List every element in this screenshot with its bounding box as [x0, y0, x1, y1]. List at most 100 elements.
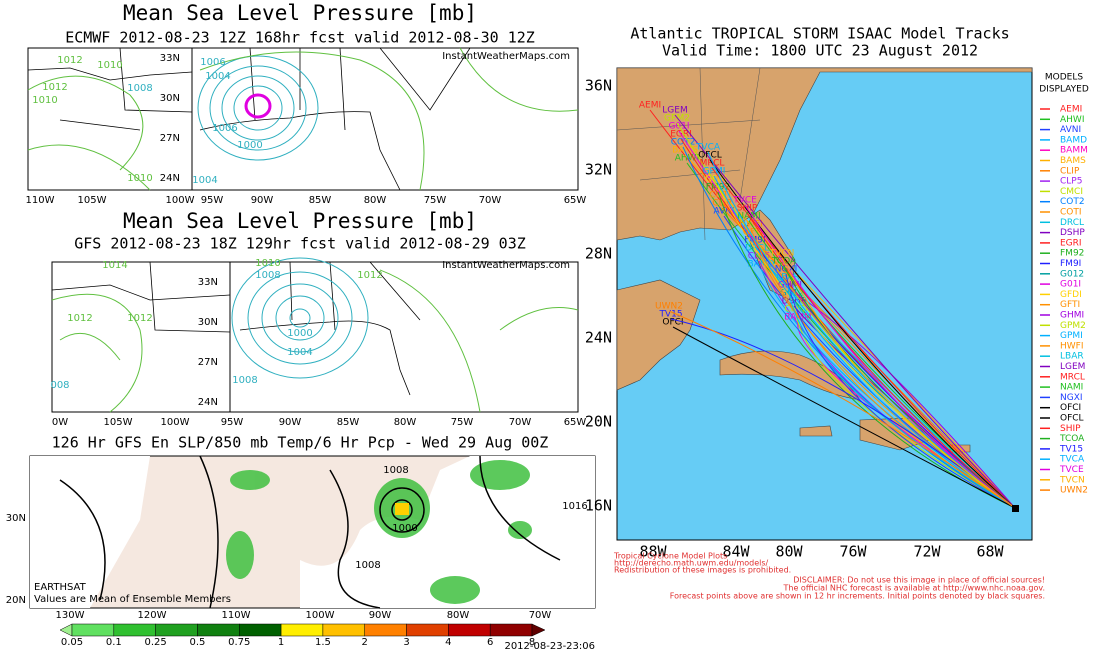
legend-entry: NAMI [1060, 383, 1083, 393]
legend-entry: BAMD [1060, 135, 1087, 145]
contour-label: 1004 [192, 175, 217, 186]
contour-label: 1008 [232, 375, 257, 386]
tracks: AEMIAHWIAVNIBAMDBAMMBAMSCLIPCLP5CMCICOT2… [639, 101, 1016, 509]
lon-label: 100W [166, 195, 195, 206]
contour-label: 1008 [127, 83, 152, 94]
model-track [746, 212, 1016, 509]
legend-entry: G012 [1060, 269, 1084, 279]
contour-label: 1012 [127, 313, 152, 324]
legend-entry: COTI [1060, 208, 1082, 218]
colorbar-label: 1 [278, 637, 284, 648]
colorbar-label: 0.75 [228, 637, 250, 648]
lon-label: 85W [309, 195, 332, 206]
legend-entry: MRCL [1060, 372, 1085, 382]
legend-entry: CMCI [1060, 187, 1083, 197]
legend-entry: FM92 [1060, 249, 1084, 259]
lon-label: 65W [564, 195, 587, 206]
watermark: InstantWeatherMaps.com [442, 51, 570, 62]
colorbar-box [155, 623, 198, 637]
lon-label: 90W [369, 610, 392, 621]
legend-entry: AEMI [1060, 105, 1082, 115]
contour-label: 1006 [212, 123, 237, 134]
track-label: TV15 [658, 310, 682, 320]
borders [51, 261, 421, 396]
contour-label: 1008 [355, 560, 380, 571]
lon-label: 95W [221, 417, 244, 428]
legend-entry: HWFI [1060, 341, 1084, 351]
lat-label: 27N [198, 357, 218, 368]
legend-entry: AHWI [1060, 115, 1084, 125]
legend-entry: G01I [1060, 280, 1081, 290]
model-track [781, 257, 1016, 509]
contour-label: 1000 [287, 328, 312, 339]
lon-label: 80W [394, 417, 417, 428]
contour-label: 1012 [67, 313, 92, 324]
colorbar-box [364, 623, 407, 637]
track-label: BAMM [784, 313, 812, 323]
legend-entry: SHIP [1060, 424, 1081, 434]
contour-label: 1008 [255, 270, 280, 281]
colorbar-label: 4 [445, 637, 451, 648]
label: Values are Mean of Ensemble Members [34, 594, 231, 605]
legend-entry: GPM2 [1060, 321, 1086, 331]
track-label: UWN2 [655, 302, 683, 312]
disclaimer: DISCLAIMER: Do not use this image in pla… [793, 576, 1045, 585]
disclaimer: Forecast points above are shown in 12 hr… [670, 592, 1045, 601]
lon-label: 120W [138, 610, 167, 621]
lon-label: 68W [976, 543, 1004, 561]
contour-label: 1004 [287, 347, 312, 358]
model-track [668, 310, 1016, 509]
model-track [670, 318, 1016, 509]
lon-label: 110W [26, 195, 55, 206]
state-lines [616, 67, 761, 241]
colorbar-label: 6 [487, 637, 493, 648]
lat-label: 20N [6, 595, 26, 606]
colorbar-label: 3 [403, 637, 409, 648]
lon-label: 84W [722, 543, 750, 561]
lon-label: 88W [639, 543, 667, 561]
lon-label: 80W [775, 543, 803, 561]
contour-label: 1008 [383, 465, 408, 476]
model-track [674, 114, 1016, 509]
model-track [744, 204, 1016, 509]
label: EARTHSAT [34, 582, 87, 593]
colorbar-end [531, 623, 546, 637]
colorbar-label: 0.5 [190, 637, 206, 648]
colorbar-box [489, 623, 533, 637]
lon-label: 80W [364, 195, 387, 206]
colorbar-end [59, 623, 73, 637]
timestamp: 2012-08-23-23:06 [504, 641, 595, 650]
model-track [684, 154, 1016, 509]
lat-label: 27N [160, 133, 180, 144]
legend-entry: COT2 [1060, 197, 1085, 207]
legend-entry: CLP5 [1060, 177, 1082, 187]
lon-label: 95W [201, 195, 224, 206]
track-title: Atlantic TROPICAL STORM ISAAC Model Trac… [630, 25, 1009, 43]
legend-entry: GFDI [1060, 290, 1082, 300]
legend-entry: OFCL [1060, 414, 1084, 424]
contour-label: 008 [50, 380, 69, 391]
lat-label: 24N [160, 173, 180, 184]
contour-label: 1010 [127, 173, 152, 184]
colorbar [59, 623, 546, 637]
lat-label: 30N [160, 93, 180, 104]
legend-entry: AVNI [1060, 125, 1081, 135]
lon-label: 105W [78, 195, 107, 206]
legend-entry: TVCA [1059, 455, 1085, 465]
track-label: LGEM [662, 106, 687, 116]
lat-label: 20N [585, 413, 612, 431]
lon-label: 85W [337, 417, 360, 428]
ocean [30, 456, 150, 608]
lon-label: 75W [451, 417, 474, 428]
contour-label: 1014 [102, 260, 127, 271]
legend-entry: FM9I [1060, 259, 1081, 269]
contour-label: 1010 [32, 95, 57, 106]
credit: http://derecho.math.uwm.edu/models/ [614, 559, 769, 568]
center [395, 503, 409, 515]
track-label: LBAR [776, 273, 800, 283]
lon-label: 70W [479, 195, 502, 206]
legend-entry: UWN2 [1060, 486, 1088, 496]
lat-label: 28N [585, 245, 612, 263]
lon-label: 100W [306, 610, 335, 621]
